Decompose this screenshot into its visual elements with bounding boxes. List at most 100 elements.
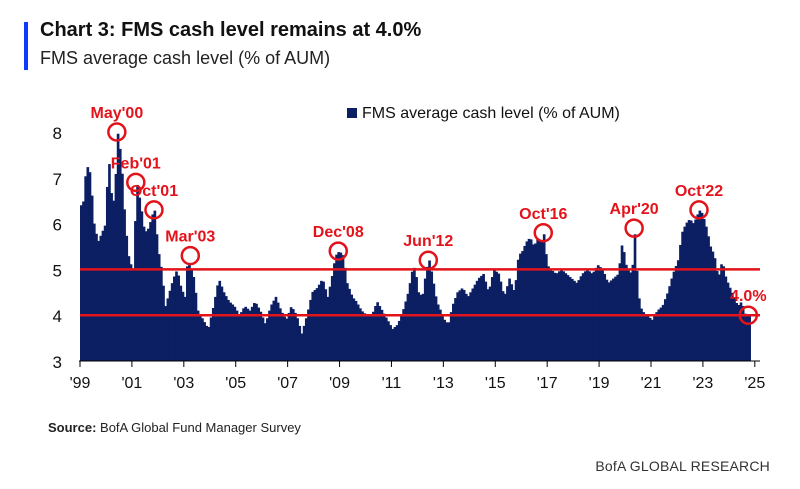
bar (142, 226, 146, 361)
bar (653, 315, 656, 361)
bar (458, 290, 462, 361)
bar (160, 266, 163, 361)
bar (270, 304, 273, 361)
bar (404, 301, 408, 361)
bar (705, 226, 708, 361)
bar (620, 245, 624, 361)
bar (220, 286, 224, 361)
bar (194, 292, 198, 361)
bar (302, 325, 306, 361)
x-tick-label: '09 (329, 375, 350, 392)
bar (231, 304, 235, 361)
bar (683, 226, 687, 361)
bar (741, 306, 745, 361)
bar (436, 304, 440, 361)
bar (224, 296, 228, 361)
bar (138, 197, 142, 361)
bar (326, 296, 330, 361)
bar (417, 292, 421, 361)
bar (192, 277, 196, 361)
bar (475, 280, 479, 361)
bar (110, 193, 113, 361)
bar (625, 264, 628, 361)
bar (246, 308, 250, 361)
bar (359, 308, 362, 361)
bar (668, 286, 671, 361)
bar (523, 245, 527, 361)
bar (155, 234, 159, 361)
x-tick-label: '17 (537, 375, 558, 392)
bar (136, 184, 139, 361)
bar (540, 241, 544, 361)
bar (367, 315, 371, 361)
bar (447, 322, 451, 361)
x-tick-label: '01 (121, 375, 142, 392)
bar (92, 223, 96, 361)
bar (198, 314, 202, 361)
bar (579, 276, 583, 361)
bar (663, 299, 667, 361)
bar (227, 299, 230, 361)
bar (553, 272, 557, 361)
annotation-circle (624, 218, 644, 238)
bar (218, 280, 222, 361)
bar (607, 282, 611, 361)
bar (261, 317, 265, 361)
bar (346, 283, 349, 361)
bar (666, 293, 669, 361)
bar (670, 278, 674, 361)
bar (335, 254, 338, 361)
bar (181, 291, 185, 361)
annotation-circle (738, 305, 759, 325)
y-tick-label: 8 (53, 124, 62, 143)
bar (426, 266, 429, 361)
bar (609, 280, 613, 361)
bar (419, 294, 423, 361)
bar (622, 252, 626, 361)
bar (320, 280, 323, 361)
bar (203, 322, 206, 361)
bar (720, 264, 723, 361)
bar (640, 308, 643, 361)
bar (350, 294, 354, 361)
bar (333, 263, 336, 361)
bar (162, 285, 165, 361)
source-label: Source: (48, 420, 97, 435)
bar (80, 205, 83, 361)
bar (709, 246, 713, 361)
brand-label: BofA GLOBAL RESEARCH (595, 458, 770, 474)
bar (737, 305, 741, 361)
bar (722, 266, 726, 361)
bar (276, 302, 280, 361)
bar (486, 289, 490, 361)
x-tick-label: '99 (70, 375, 91, 392)
bar (222, 292, 226, 361)
bar (441, 314, 444, 361)
bar (456, 292, 459, 361)
bar (397, 320, 401, 361)
bar (449, 312, 453, 361)
bar (123, 209, 126, 361)
bar (679, 244, 682, 361)
bar (724, 276, 728, 361)
bar (356, 304, 360, 361)
bar (134, 221, 137, 361)
bar (739, 302, 743, 361)
annotation-circle (126, 172, 146, 193)
bar (536, 238, 540, 361)
chart-legend: FMS average cash level (% of AUM) (347, 105, 620, 122)
bar (577, 280, 581, 361)
bar (328, 286, 332, 361)
bar (395, 325, 399, 361)
bar (482, 273, 485, 361)
bar (527, 238, 531, 361)
bar (380, 309, 384, 361)
bar (244, 306, 248, 361)
bar (581, 273, 585, 361)
bar (432, 283, 436, 361)
bar (283, 316, 286, 361)
chart-subtitle: FMS average cash level (% of AUM) (40, 48, 331, 68)
bar (596, 265, 600, 361)
bar (657, 309, 661, 361)
annotation-label: Mar'03 (165, 229, 215, 246)
